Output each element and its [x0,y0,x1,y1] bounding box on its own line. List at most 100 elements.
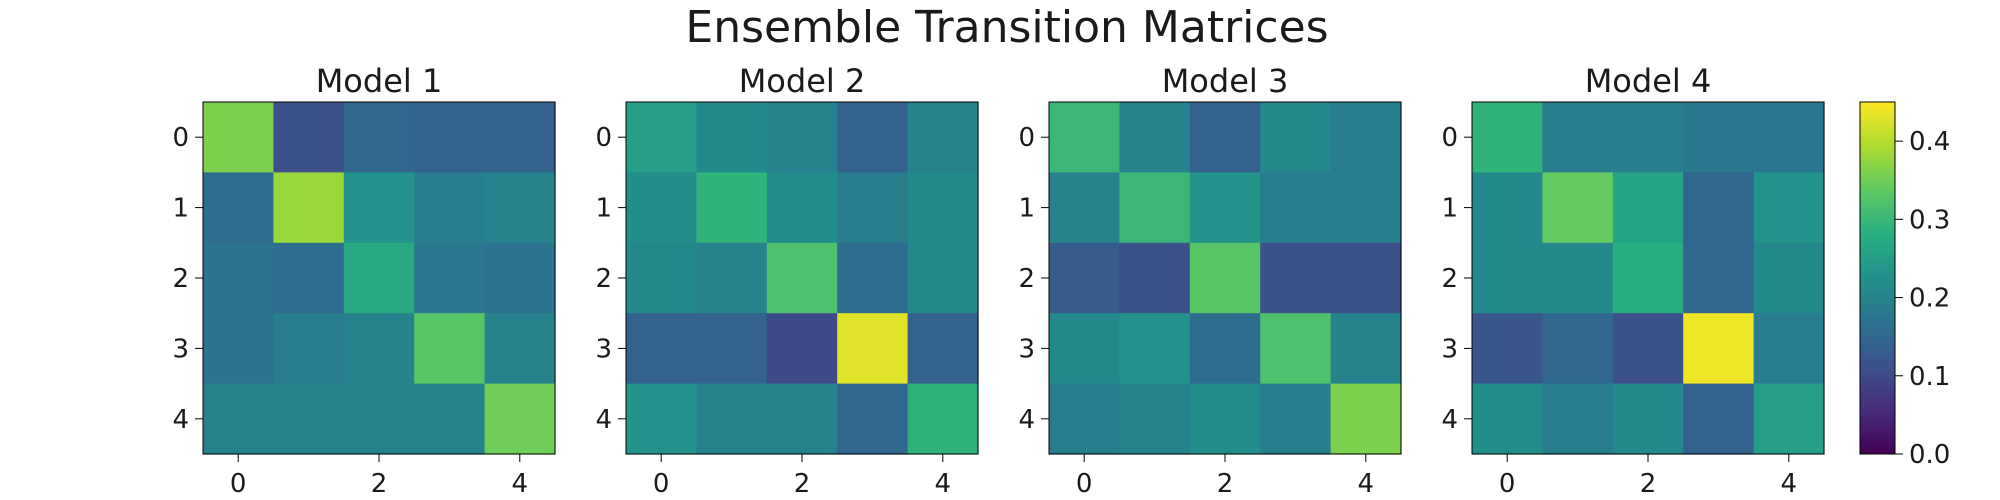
heatmap-cell [1260,242,1332,314]
y-tick-label: 0 [172,123,189,153]
heatmap-cell [1612,242,1684,314]
heatmap-cell [1049,172,1120,244]
x-tick-label: 4 [1358,469,1375,499]
y-tick-label: 0 [1018,123,1035,153]
heatmap-cell [273,383,345,455]
heatmap-cell [484,313,556,385]
heatmap-cell [626,102,697,173]
heatmap-cell [626,172,697,244]
heatmap-cell [1683,313,1755,385]
y-tick-label: 4 [595,405,612,435]
colorbar-tick-label: 0.4 [1909,127,1950,157]
heatmap-cell [1753,102,1825,173]
panel-title: Model 1 [316,62,443,100]
heatmap-cell [343,172,415,244]
colorbar-tick-label: 0.2 [1909,284,1950,314]
heatmap-cell [1472,242,1543,314]
heatmap-cell [484,102,556,173]
heatmap-cell [203,102,274,173]
y-tick-label: 4 [1441,405,1458,435]
y-tick-label: 4 [172,405,189,435]
heatmap-cell [484,172,556,244]
heatmap-cell [414,313,486,385]
heatmap-cell [837,383,909,455]
heatmap-cell [696,313,768,385]
y-tick-label: 2 [1018,264,1035,294]
heatmap-cell [696,383,768,455]
heatmap-cell [1049,102,1120,173]
panel-model-4: Model 4 0 1 2 3 4 0 2 4 [1441,62,1825,499]
heatmap-cell [1753,383,1825,455]
heatmap-cell [766,313,838,385]
heatmap-cell [696,172,768,244]
heatmap-cell [1612,313,1684,385]
heatmap-cell [766,383,838,455]
y-tick-label: 1 [595,194,612,224]
colorbar-gradient [1859,101,1896,455]
heatmap-cell [1119,172,1191,244]
heatmap-cell [343,242,415,314]
colorbar-tick-label: 0.0 [1909,440,1950,470]
heatmap-cell [1612,383,1684,455]
heatmap-cell [837,172,909,244]
heatmap-cell [1542,383,1614,455]
heatmap-cell [907,172,979,244]
heatmap-cell [907,313,979,385]
y-tick-label: 1 [1018,194,1035,224]
heatmap-cell [273,172,345,244]
panel-title: Model 3 [1162,62,1289,100]
y-tick-label: 3 [595,334,612,364]
heatmap-cell [414,102,486,173]
x-tick-label: 0 [1076,469,1093,499]
heatmap-cell [1472,172,1543,244]
heatmap-cell [1542,242,1614,314]
heatmap-cell [1260,102,1332,173]
heatmap-cell [273,313,345,385]
heatmap-cell [1330,313,1402,385]
x-tick-label: 0 [1499,469,1516,499]
heatmap-cell [1049,313,1120,385]
heatmap-cell [203,172,274,244]
colorbar-tick-label: 0.1 [1909,362,1950,392]
heatmap-cell [1189,242,1261,314]
heatmap-cell [1472,102,1543,173]
heatmap-cell [1542,102,1614,173]
x-tick-label: 4 [1781,469,1798,499]
heatmap-cell [1683,383,1755,455]
x-tick-label: 0 [230,469,247,499]
panel-model-1: Model 1 0 1 2 3 4 0 2 4 [172,62,556,499]
heatmap-cell [1472,313,1543,385]
heatmap-cell [837,242,909,314]
heatmap-cell [484,242,556,314]
heatmap-cell [343,102,415,173]
heatmap-cell [766,242,838,314]
heatmap-cell [1189,383,1261,455]
heatmap-cell [1542,172,1614,244]
heatmap-cell [203,383,274,455]
heatmap-cell [626,383,697,455]
heatmap-cell [1542,313,1614,385]
heatmap-cell [1753,313,1825,385]
heatmap-cell [1683,172,1755,244]
heatmap-cell [1330,172,1402,244]
heatmap-cell [414,383,486,455]
heatmap-cell [1189,313,1261,385]
colorbar: 0.0 0.1 0.2 0.3 0.4 [1859,101,1950,470]
heatmap-cell [907,102,979,173]
heatmap-cell [1049,242,1120,314]
colorbar-tick-label: 0.3 [1909,205,1950,235]
y-tick-label: 1 [1441,194,1458,224]
heatmap-cell [1683,242,1755,314]
heatmap-cell [1189,102,1261,173]
heatmap-cell [1330,242,1402,314]
heatmap-cell [414,172,486,244]
y-tick-label: 2 [1441,264,1458,294]
heatmap-cell [766,172,838,244]
x-tick-label: 4 [512,469,529,499]
heatmap-cell [1049,383,1120,455]
heatmap-cell [696,242,768,314]
heatmap-cell [1119,242,1191,314]
x-tick-label: 4 [935,469,952,499]
heatmap-cell [907,383,979,455]
